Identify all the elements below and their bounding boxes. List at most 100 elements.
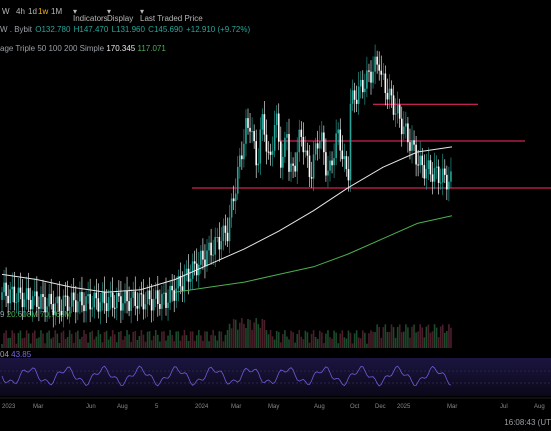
volume-bar — [198, 330, 200, 348]
candle-body — [306, 150, 309, 156]
candle-body — [378, 64, 380, 71]
candle-body — [185, 268, 188, 275]
indicators-menu[interactable]: Indicators ▾ — [73, 7, 108, 23]
tab-4h[interactable]: 4h — [16, 7, 25, 16]
volume-bar — [5, 330, 7, 348]
display-menu[interactable]: Display ▾ — [107, 7, 134, 23]
volume-bar — [181, 335, 184, 348]
tab-1m[interactable]: 1M — [51, 7, 63, 16]
axis-label: Oct — [350, 404, 360, 410]
volume-bar — [261, 318, 264, 348]
ma-value-2: 117.071 — [137, 44, 166, 53]
candle-body — [216, 237, 219, 239]
volume-bar — [138, 335, 141, 348]
volume-bar — [95, 336, 98, 348]
candle-body — [38, 306, 40, 309]
candle-body — [27, 288, 30, 300]
volume-bar — [347, 330, 350, 348]
volume-bar — [79, 339, 81, 348]
candle-body — [251, 131, 253, 133]
axis-label: Mar — [231, 404, 242, 410]
candle-body — [263, 114, 266, 135]
volume-bar — [433, 324, 436, 348]
volume-bar — [9, 337, 11, 348]
candle-body — [54, 303, 57, 316]
candle-body — [64, 295, 67, 297]
candle-body — [163, 292, 165, 294]
candle-body — [275, 113, 278, 126]
volume-bar — [150, 340, 153, 348]
candle-body — [341, 150, 344, 160]
candle-body — [105, 303, 108, 312]
volume-bar — [355, 330, 358, 348]
tab-1w[interactable]: 1w — [38, 7, 49, 16]
candle-body — [261, 114, 264, 130]
candle-body — [120, 296, 122, 311]
volume-bar — [226, 330, 229, 348]
volume-bar — [247, 319, 249, 348]
candle-body — [165, 292, 167, 308]
volume-bar — [380, 337, 383, 348]
axis-label: Jul — [500, 404, 508, 410]
candle-body — [21, 292, 24, 308]
volume-bar — [325, 333, 327, 348]
candle-body — [314, 143, 317, 155]
volume-bar — [161, 331, 163, 348]
candle-body — [357, 86, 360, 104]
volume-bar — [351, 343, 354, 348]
candle-body — [124, 290, 126, 304]
volume-bar — [177, 331, 180, 348]
candle-body — [394, 113, 397, 115]
candle-body — [316, 143, 319, 149]
volume-bar — [56, 333, 59, 348]
candle-body — [77, 301, 79, 313]
candle-body — [52, 304, 55, 316]
candle-body — [17, 287, 20, 303]
candle-body — [280, 141, 282, 168]
volume-bar — [284, 330, 286, 348]
candle-body — [249, 127, 251, 132]
rsi-legend: 04 43.85 — [0, 350, 31, 362]
server-time: 16:08:43 (UT — [504, 418, 551, 427]
volume-bar — [405, 324, 407, 348]
volume-bar — [185, 335, 188, 348]
last-traded-price-menu[interactable]: Last Traded Price ▾ — [140, 7, 203, 23]
volume-bar — [44, 343, 46, 348]
volume-bar — [97, 330, 100, 348]
volume-bar — [48, 330, 50, 348]
candle-body — [347, 169, 350, 181]
candle-body — [441, 168, 444, 183]
volume-bar — [87, 342, 89, 348]
candle-body — [415, 144, 417, 165]
candle-body — [75, 300, 77, 313]
candle-body — [388, 88, 391, 100]
candle-body — [191, 261, 194, 279]
symbol-exchange: W . Bybit — [0, 25, 33, 34]
volume-bar — [191, 331, 194, 348]
candle-body — [50, 293, 52, 305]
symbol-partial[interactable]: W — [2, 7, 10, 16]
candle-body — [345, 156, 348, 170]
candle-body — [259, 129, 262, 164]
volume-bar — [292, 332, 294, 348]
candle-body — [224, 225, 227, 233]
volume-bar — [118, 331, 120, 348]
volume-bar — [300, 336, 303, 348]
volume-bar — [280, 342, 282, 348]
close-value: C145.690 — [148, 25, 183, 34]
candle-body — [333, 158, 335, 166]
volume-bar — [7, 338, 9, 348]
candle-body — [392, 95, 395, 115]
candle-body — [70, 292, 73, 307]
open-value: O132.780 — [35, 25, 71, 34]
candle-body — [68, 306, 71, 311]
tab-1d[interactable]: 1d — [28, 7, 37, 16]
candle-body — [400, 118, 403, 135]
volume-bar — [323, 342, 325, 348]
volume-bar — [337, 343, 339, 348]
candle-body — [232, 198, 235, 202]
candle-body — [107, 297, 110, 312]
candle-body — [42, 294, 44, 298]
axis-label: 2023 — [2, 404, 16, 410]
